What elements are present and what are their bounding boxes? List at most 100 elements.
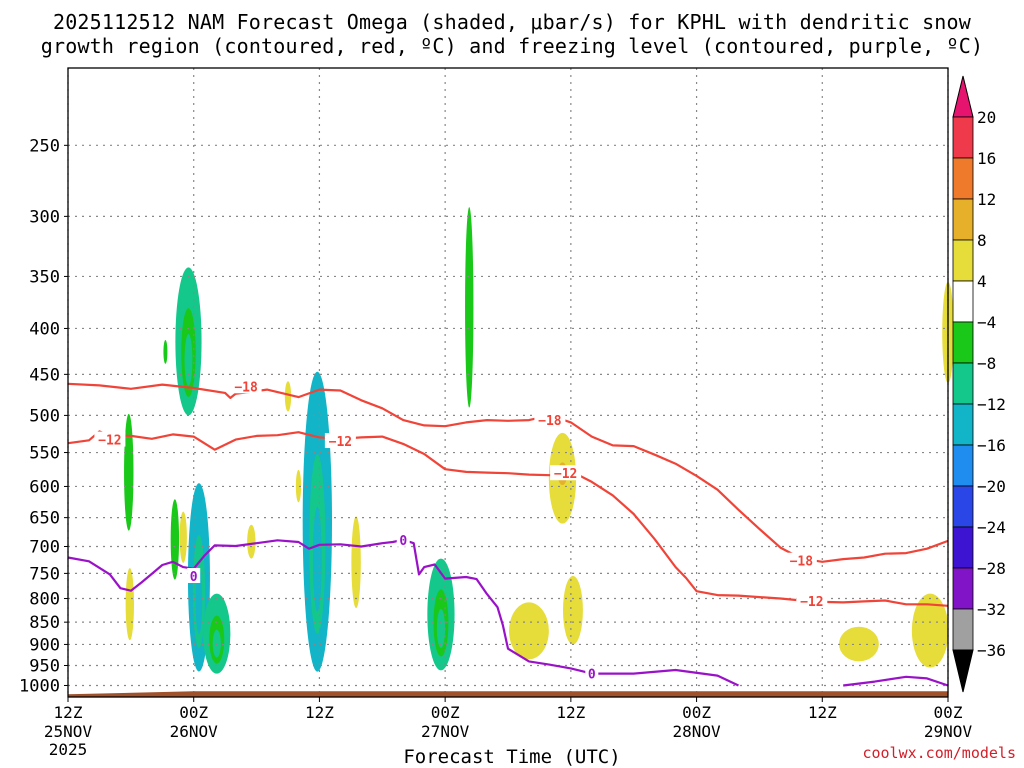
colorbar-swatch-2 — [952, 198, 974, 241]
colorbar-label-12: −32 — [977, 600, 1006, 619]
plot-frame — [67, 67, 949, 698]
y-tick-label-850: 850 — [29, 613, 60, 633]
omega-region-9 — [125, 568, 134, 641]
contour-label-bg-2-1 — [396, 531, 410, 547]
colorbar-swatch-9 — [952, 485, 974, 528]
x-tick-date-7: 29NOV — [924, 722, 973, 741]
contour-label-2-0: 0 — [190, 570, 198, 585]
omega-region-peak-6 — [312, 506, 322, 612]
omega-region-8 — [465, 207, 474, 408]
contour-label-bg-1-0 — [94, 431, 126, 447]
contour-label-bg-0-1 — [534, 412, 566, 428]
site-credit[interactable]: coolwx.com/models — [862, 744, 1016, 762]
contour-dgz_isotherm-1 — [67, 430, 949, 607]
y-tick-label-300: 300 — [29, 207, 60, 227]
contour-label-1-2: −12 — [554, 467, 577, 482]
omega-region-19 — [911, 593, 949, 668]
omega-region-0 — [124, 413, 134, 531]
omega-region-peak-7 — [436, 608, 446, 649]
x-axis-title: Forecast Time (UTC) — [403, 746, 621, 768]
y-tick-label-1000: 1000 — [19, 676, 60, 696]
colorbar-label-4: 4 — [977, 272, 987, 291]
y-tick-label-800: 800 — [29, 590, 60, 610]
omega-region-13 — [295, 469, 302, 503]
omega-region-2 — [170, 499, 180, 580]
x-tick-label-7: 00Z — [934, 703, 963, 722]
colorbar-label-11: −28 — [977, 559, 1006, 578]
colorbar-label-2: 12 — [977, 190, 996, 209]
x-tick-label-2: 12Z — [305, 703, 334, 722]
colorbar-swatch-12 — [952, 608, 974, 651]
contour-label-2-1: 0 — [399, 534, 407, 549]
chart-title-line1: 2025112512 NAM Forecast Omega (shaded, μ… — [52, 10, 972, 34]
colorbar-swatch-11 — [952, 567, 974, 610]
omega-region-peak-4 — [195, 567, 203, 634]
colorbar-label-8: −16 — [977, 436, 1006, 455]
colorbar-swatch-6 — [952, 362, 974, 405]
x-tick-date-1: 26NOV — [170, 722, 219, 741]
colorbar-label-7: −12 — [977, 395, 1006, 414]
x-tick-date-0: 25NOV — [44, 722, 93, 741]
contour-label-bg-0-2 — [785, 552, 817, 568]
colorbar-swatch-4 — [952, 280, 974, 323]
colorbar-label-13: −36 — [977, 641, 1006, 660]
x-tick-label-1: 00Z — [179, 703, 208, 722]
chart-title-line2: growth region (contoured, red, ºC) and f… — [40, 34, 984, 58]
omega-region-14 — [351, 516, 361, 609]
colorbar-label-0: 20 — [977, 108, 996, 127]
y-tick-label-700: 700 — [29, 538, 60, 558]
omega-region-1 — [163, 339, 168, 364]
colorbar-label-9: −20 — [977, 477, 1006, 496]
colorbar-swatch-1 — [952, 157, 974, 200]
contour-label-bg-2-2 — [585, 665, 599, 681]
y-tick-label-650: 650 — [29, 509, 60, 529]
y-tick-label-600: 600 — [29, 477, 60, 497]
colorbar-swatch-8 — [952, 444, 974, 487]
contour-freezing_level-2 — [67, 538, 739, 687]
colorbar-label-5: −4 — [977, 313, 996, 332]
x-tick-label-0: 12Z — [54, 703, 83, 722]
y-tick-label-500: 500 — [29, 406, 60, 426]
x-tick-date-3: 27NOV — [421, 722, 470, 741]
contour-label-bg-2-0 — [187, 567, 201, 583]
colorbar-label-3: 8 — [977, 231, 987, 250]
contour-label-0-2: −18 — [790, 555, 814, 570]
x-tick-label-3: 00Z — [431, 703, 460, 722]
colorbar-swatch-7 — [952, 403, 974, 446]
contour-label-2-2: 0 — [588, 668, 596, 683]
omega-region-peak-3 — [184, 334, 193, 386]
y-tick-label-250: 250 — [29, 136, 60, 156]
contour-label-0-1: −18 — [538, 414, 562, 429]
y-tick-label-400: 400 — [29, 319, 60, 339]
y-tick-label-950: 950 — [29, 656, 60, 676]
colorbar-swatch-10 — [952, 526, 974, 569]
y-tick-label-550: 550 — [29, 444, 60, 464]
contour-label-1-3: −12 — [800, 595, 823, 610]
omega-region-10 — [179, 511, 187, 563]
contour-label-bg-1-2 — [550, 465, 582, 481]
y-tick-label-750: 750 — [29, 564, 60, 584]
colorbar-swatch-3 — [952, 239, 974, 282]
omega-region-18 — [839, 626, 879, 662]
contour-freezing_level-3 — [843, 675, 949, 687]
contour-label-bg-1-1 — [324, 433, 356, 449]
contour-label-bg-0-0 — [230, 378, 262, 394]
contour-lines — [67, 378, 949, 687]
x-tick-label-6: 12Z — [808, 703, 837, 722]
contour-label-0-0: −18 — [234, 380, 258, 395]
contour-label-1-0: −12 — [98, 434, 121, 449]
contour-label-bg-1-3 — [796, 592, 828, 608]
omega-region-12 — [284, 381, 292, 412]
y-tick-label-900: 900 — [29, 635, 60, 655]
colorbar-bottom-arrow — [952, 649, 974, 693]
colorbar-top-arrow — [952, 75, 974, 118]
x-tick-date-5: 28NOV — [672, 722, 721, 741]
omega-region-11 — [247, 524, 256, 559]
x-tick-label-4: 12Z — [556, 703, 585, 722]
colorbar-label-10: −24 — [977, 518, 1006, 537]
x-tick-year-0: 2025 — [49, 740, 88, 759]
colorbar-label-1: 16 — [977, 149, 996, 168]
colorbar-label-6: −8 — [977, 354, 996, 373]
y-tick-label-450: 450 — [29, 365, 60, 385]
